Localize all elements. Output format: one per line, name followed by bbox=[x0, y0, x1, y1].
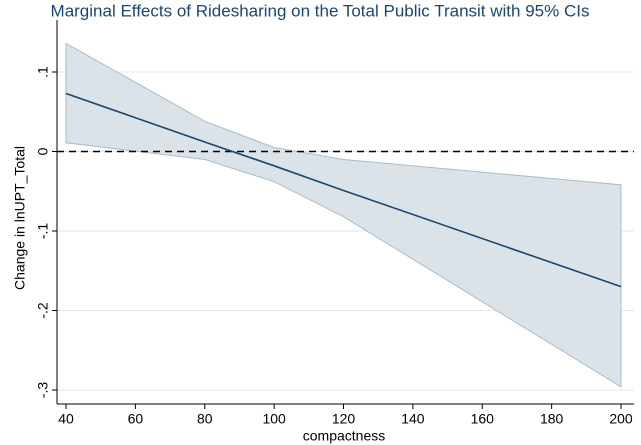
x-tick-label: 160 bbox=[471, 411, 495, 427]
y-tick-label: -.3 bbox=[35, 382, 51, 399]
x-tick-label: 100 bbox=[262, 411, 286, 427]
x-tick-label: 180 bbox=[540, 411, 564, 427]
y-tick-label: -.1 bbox=[35, 223, 51, 240]
x-tick-label: 40 bbox=[58, 411, 74, 427]
effect-line bbox=[65, 92, 622, 288]
x-tick-label: 140 bbox=[401, 411, 425, 427]
x-tick-label: 80 bbox=[197, 411, 213, 427]
y-tick-label: .1 bbox=[35, 66, 51, 78]
confidence-band bbox=[65, 42, 622, 388]
y-tick-label: 0 bbox=[35, 147, 51, 155]
x-tick-label: 200 bbox=[609, 411, 633, 427]
chart-title: Marginal Effects of Ridesharing on the T… bbox=[51, 1, 590, 20]
y-tick-label: -.2 bbox=[35, 302, 51, 319]
x-axis-label: compactness bbox=[303, 428, 385, 444]
y-axis-label: Change in lnUPT_Total bbox=[12, 146, 28, 290]
x-tick-label: 120 bbox=[332, 411, 356, 427]
x-tick-label: 60 bbox=[128, 411, 144, 427]
